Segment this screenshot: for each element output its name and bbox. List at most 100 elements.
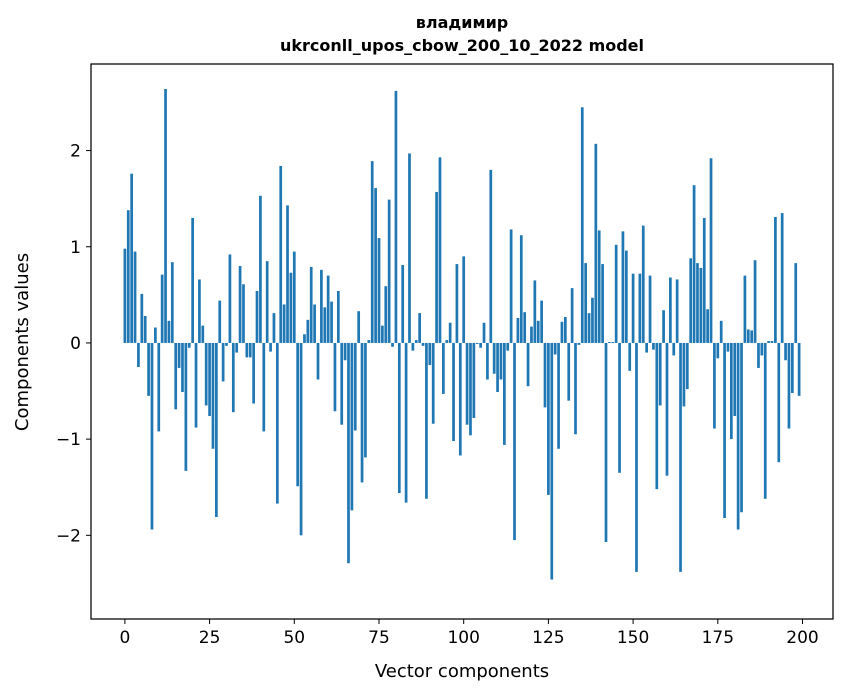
bar-component-198 xyxy=(794,263,798,343)
bar-component-48 xyxy=(286,205,289,343)
bar-component-191 xyxy=(770,341,774,343)
x-axis-label: Vector components xyxy=(375,661,549,682)
bar-component-106 xyxy=(482,322,486,343)
bar-component-197 xyxy=(790,342,794,393)
bar-component-38 xyxy=(252,342,255,404)
bar-component-57 xyxy=(316,342,320,380)
bar-component-188 xyxy=(760,342,764,356)
bar-component-79 xyxy=(391,342,394,347)
bar-component-51 xyxy=(296,342,300,487)
bar-component-64 xyxy=(340,342,344,425)
bar-component-111 xyxy=(499,342,503,380)
bar-component-101 xyxy=(465,342,469,425)
bar-component-122 xyxy=(536,320,540,343)
bar-component-98 xyxy=(455,264,459,343)
bar-component-177 xyxy=(723,342,726,518)
bar-component-110 xyxy=(496,342,499,392)
bar-component-172 xyxy=(706,309,709,343)
bar-component-90 xyxy=(428,342,432,366)
bar-component-152 xyxy=(638,273,642,343)
bar-component-18 xyxy=(184,342,188,471)
bar-component-119 xyxy=(526,342,530,387)
bar-component-143 xyxy=(608,341,611,343)
bar-component-151 xyxy=(635,342,638,572)
bar-component-86 xyxy=(414,340,418,343)
bar-component-174 xyxy=(713,342,716,429)
bar-component-69 xyxy=(357,311,361,343)
x-tick-label: 75 xyxy=(368,628,390,648)
bar-component-116 xyxy=(516,317,520,343)
bar-component-107 xyxy=(486,342,489,380)
bar-component-136 xyxy=(584,263,588,343)
bar-component-102 xyxy=(469,342,472,436)
bar-component-60 xyxy=(326,275,330,343)
bar-component-168 xyxy=(692,185,696,343)
bar-component-6 xyxy=(143,316,147,343)
bar-component-71 xyxy=(364,342,367,458)
bar-component-9 xyxy=(154,327,157,343)
bar-component-96 xyxy=(448,322,452,343)
bar-component-27 xyxy=(215,342,218,518)
bar-component-75 xyxy=(377,238,381,343)
y-tick-label: −2 xyxy=(56,526,81,546)
bar-component-91 xyxy=(431,342,435,424)
bar-component-44 xyxy=(272,313,276,343)
bar-component-173 xyxy=(709,158,713,343)
bar-component-186 xyxy=(753,260,757,343)
bar-component-141 xyxy=(601,264,604,343)
bar-component-3 xyxy=(133,251,137,343)
bar-component-187 xyxy=(757,342,760,368)
bar-component-8 xyxy=(150,342,154,530)
bar-component-37 xyxy=(248,342,252,358)
bar-component-130 xyxy=(563,316,567,343)
bar-component-115 xyxy=(513,342,516,541)
bar-component-94 xyxy=(442,342,445,394)
bar-component-49 xyxy=(289,272,293,343)
bar-component-162 xyxy=(672,342,676,356)
bar-component-146 xyxy=(618,342,621,473)
bar-component-34 xyxy=(238,265,242,343)
bar-component-59 xyxy=(323,307,327,343)
bar-component-113 xyxy=(506,342,510,351)
bar-component-88 xyxy=(421,342,425,346)
bar-component-195 xyxy=(784,342,787,361)
bar-component-176 xyxy=(719,320,723,343)
bar-component-28 xyxy=(218,300,222,343)
bar-component-179 xyxy=(730,342,733,440)
bar-component-47 xyxy=(282,304,286,343)
bar-component-163 xyxy=(675,279,679,343)
bar-component-105 xyxy=(479,342,482,348)
bar-component-150 xyxy=(631,273,635,343)
bar-component-77 xyxy=(384,286,388,343)
bar-component-89 xyxy=(425,342,428,499)
bar-component-14 xyxy=(170,262,174,343)
bar-component-52 xyxy=(299,342,303,536)
bar-component-68 xyxy=(353,342,357,431)
bar-component-178 xyxy=(726,342,730,352)
bar-component-190 xyxy=(767,341,770,343)
x-tick-label: 200 xyxy=(786,628,818,648)
bar-component-126 xyxy=(550,342,554,580)
bar-component-2 xyxy=(130,173,134,343)
bar-component-7 xyxy=(147,342,150,396)
bar-component-114 xyxy=(509,229,513,343)
bar-component-19 xyxy=(187,342,191,348)
bar-component-99 xyxy=(458,342,462,456)
bar-component-193 xyxy=(777,342,781,463)
plot-frame xyxy=(90,63,834,620)
x-tick-label: 175 xyxy=(702,628,734,648)
bar-component-26 xyxy=(211,342,215,449)
bar-component-117 xyxy=(519,235,523,343)
bar-component-83 xyxy=(404,342,408,503)
bar-component-92 xyxy=(435,191,438,343)
bar-component-46 xyxy=(279,165,283,343)
bar-component-135 xyxy=(580,107,584,343)
bar-component-112 xyxy=(503,342,506,445)
bar-component-120 xyxy=(530,326,533,343)
x-tick-label: 100 xyxy=(447,628,479,648)
bar-component-166 xyxy=(685,342,689,390)
bar-component-158 xyxy=(658,342,662,406)
bar-component-5 xyxy=(140,293,144,343)
bar-component-58 xyxy=(320,269,323,343)
